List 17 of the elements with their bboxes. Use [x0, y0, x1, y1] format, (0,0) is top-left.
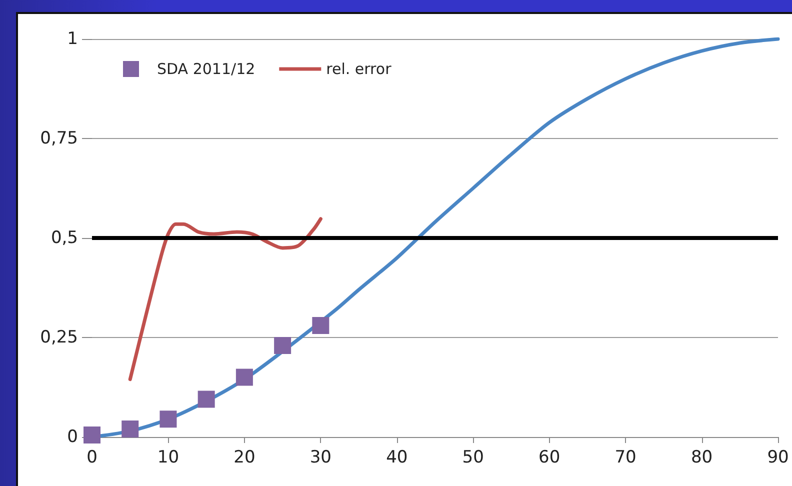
x-tick-label: 70	[614, 448, 636, 468]
y-tick-label: 0	[67, 427, 78, 447]
legend-label: rel. error	[326, 60, 392, 78]
x-tick-label: 20	[234, 448, 256, 468]
x-tick-label: 10	[157, 448, 180, 468]
x-tick-label: 50	[462, 448, 484, 468]
x-tick-label: 40	[386, 448, 408, 468]
y-tick-label: 0,5	[50, 228, 78, 248]
x-tick-label: 0	[86, 448, 98, 468]
y-tick-label: 0,25	[40, 328, 78, 348]
x-tick-label: 90	[767, 448, 789, 468]
legend-label: SDA 2011/12	[157, 60, 256, 78]
x-tick-label: 80	[690, 448, 713, 468]
x-tick-label: 30	[310, 448, 332, 468]
x-tick-label: 60	[538, 448, 560, 468]
y-tick-label: 0,75	[40, 128, 78, 148]
y-tick-label: 1	[67, 29, 78, 49]
